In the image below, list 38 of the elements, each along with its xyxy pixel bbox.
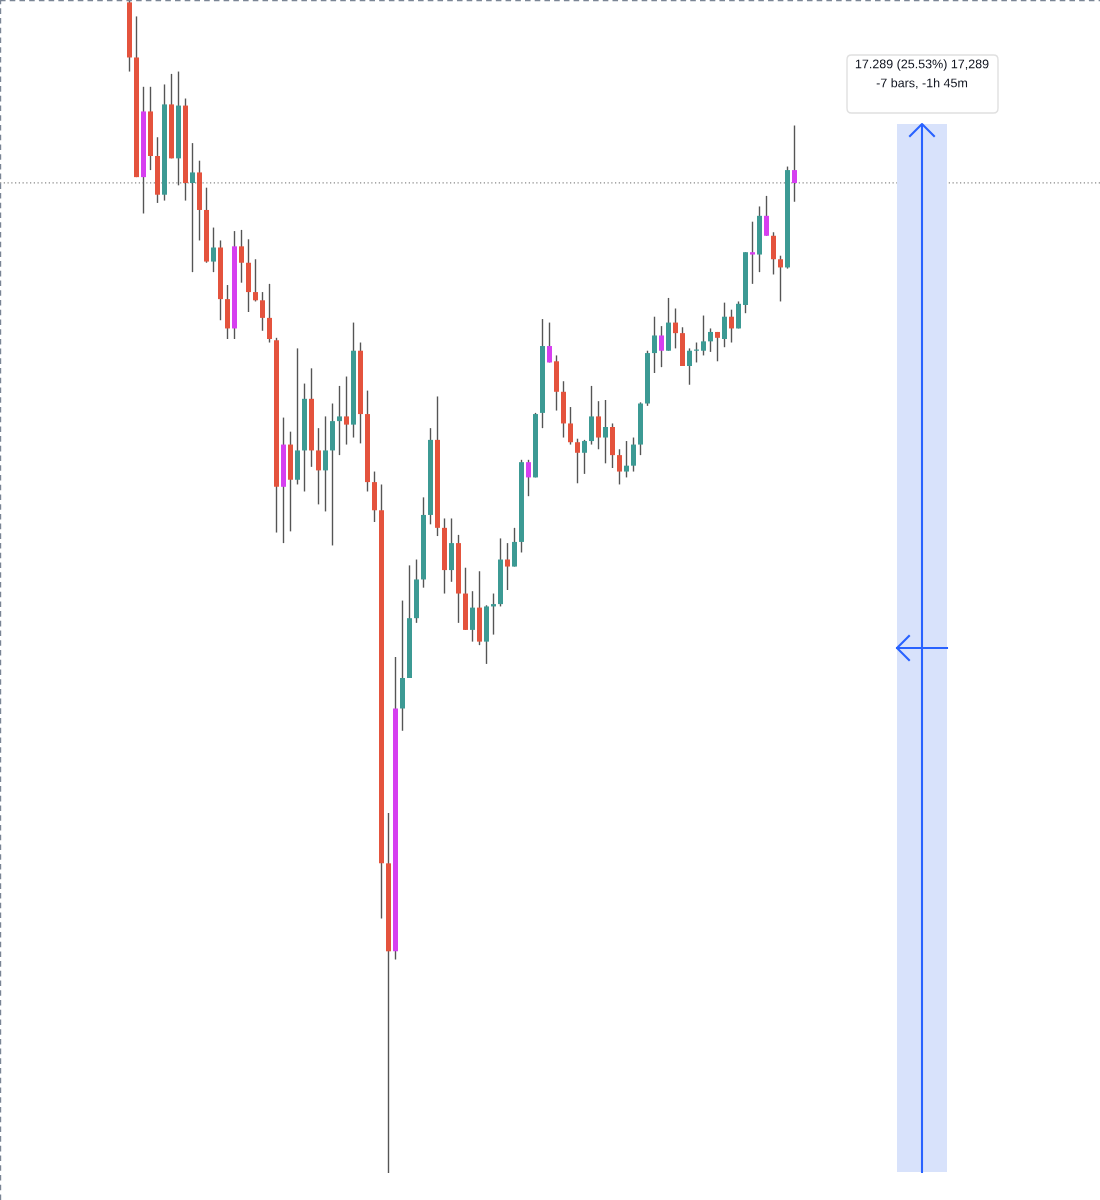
candlestick: [344, 375, 349, 446]
candlestick: [239, 229, 244, 284]
candlestick: [337, 385, 342, 456]
candlestick: [617, 448, 622, 486]
candlestick: [260, 291, 265, 332]
candlestick: [470, 590, 475, 643]
text: -7 bars, -1h 45m: [876, 78, 968, 89]
candlestick: [316, 427, 321, 506]
candlestick: [547, 321, 552, 364]
candlestick: [750, 221, 755, 285]
candlestick: [715, 331, 720, 362]
candlestick: [596, 400, 601, 450]
candlestick: [568, 406, 573, 446]
candlestick: [764, 195, 769, 237]
candlestick: [778, 255, 783, 303]
candlestick: [624, 440, 629, 479]
candlestick: [582, 439, 587, 475]
candlestick: [267, 283, 272, 344]
candlestick: [722, 301, 727, 348]
candlestick: [211, 226, 216, 273]
candlestick: [253, 258, 258, 303]
candlestick: [792, 124, 797, 203]
candlestick: [729, 308, 734, 344]
candlestick: [575, 438, 580, 484]
candlestick: [708, 327, 713, 353]
candlestick: [673, 307, 678, 350]
candlestick: [701, 314, 706, 357]
candlestick: [323, 415, 328, 513]
candlestick: [659, 325, 664, 368]
candlestick: [190, 142, 195, 273]
candlestick: [771, 231, 776, 276]
text: 17.289 (25.53%) 17,289: [855, 59, 989, 71]
candlestick: [526, 459, 531, 497]
candlestick: [687, 347, 692, 386]
candlestick: [631, 436, 636, 473]
candlestick: [603, 399, 608, 465]
candlestick: [505, 542, 510, 591]
candlestick: [652, 316, 657, 374]
